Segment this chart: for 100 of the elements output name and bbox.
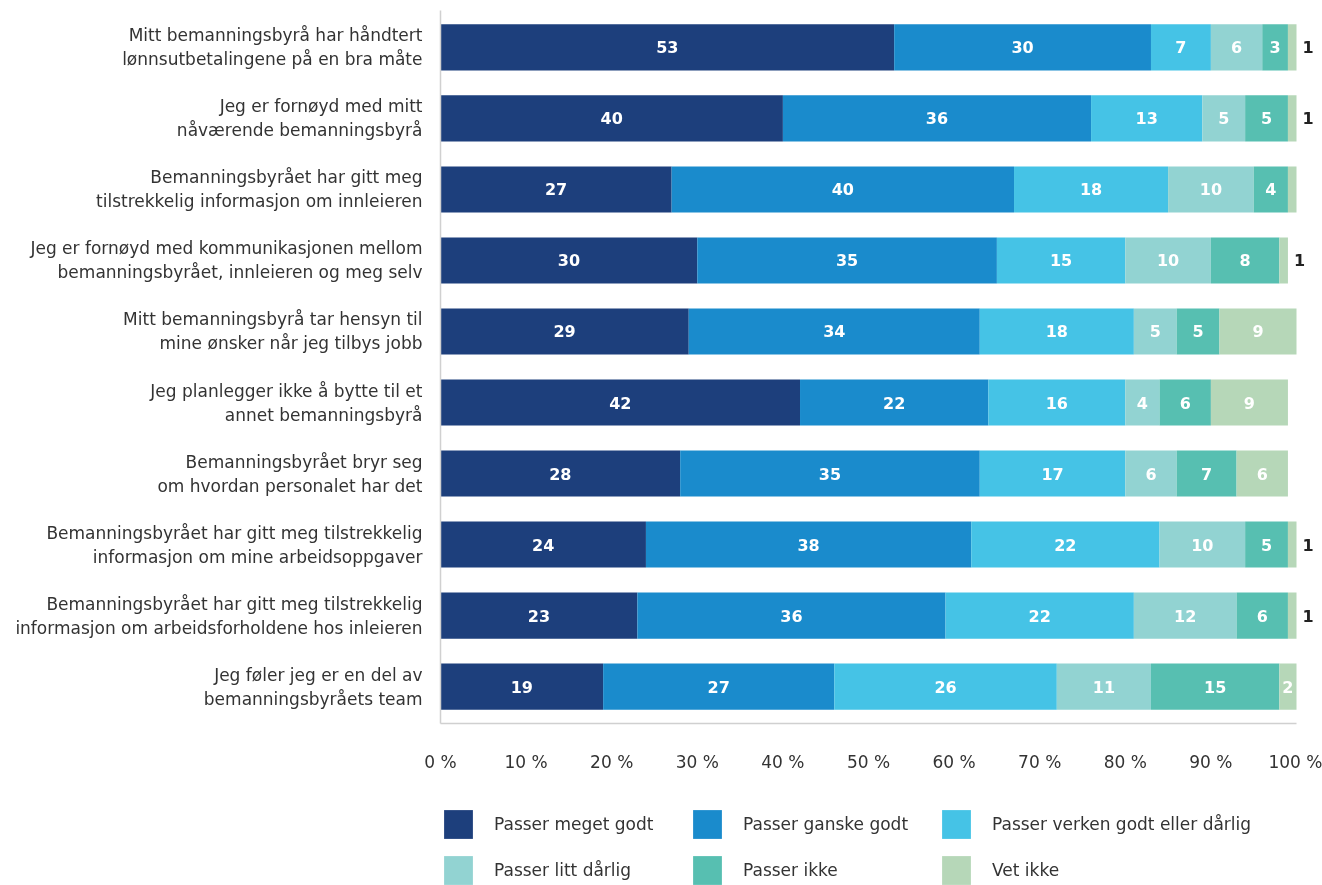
bar [671, 166, 1015, 213]
x-tick-label: 10 % [504, 751, 548, 772]
bar [1210, 237, 1280, 284]
data-label: 9 [1243, 393, 1255, 413]
legend-label: Passer ganske godt [743, 814, 910, 834]
bar [440, 24, 895, 71]
data-label: 6 [1256, 464, 1268, 484]
data-label: 40 [831, 180, 854, 200]
data-label: 4 [1265, 180, 1277, 200]
bar [1287, 166, 1297, 213]
bar [1176, 450, 1237, 497]
bar [688, 308, 980, 355]
data-label: 35 [818, 464, 842, 484]
data-label: 22 [883, 393, 906, 413]
data-label: 24 [532, 535, 555, 555]
data-label: 1 [1293, 251, 1306, 271]
data-label: 5 [1192, 322, 1204, 342]
bar [945, 592, 1134, 639]
data-label: 38 [797, 535, 820, 555]
bar [782, 95, 1092, 142]
bar [1253, 166, 1288, 213]
x-tick-label: 70 % [1018, 751, 1062, 772]
data-label: 18 [1045, 322, 1068, 342]
bar [645, 521, 972, 568]
bar [637, 592, 946, 639]
bar [1219, 308, 1297, 355]
bar [1125, 450, 1177, 497]
data-label: 8 [1239, 251, 1251, 271]
bar [1236, 592, 1288, 639]
y-tick-label: Jeg planlegger ikke å bytte til et annet bemanningsbyrå [149, 380, 423, 425]
x-tick-label: 80 % [1103, 751, 1147, 772]
y-tick-label: Bemanningsbyrået har gitt meg tilstrekkelig informasjon om arbeidsforholdene hos inleieren [15, 593, 423, 638]
bar [1287, 95, 1297, 142]
bar [1056, 663, 1151, 710]
bar [1014, 166, 1169, 213]
data-label: 22 [1028, 606, 1051, 626]
data-label: 7 [1175, 38, 1187, 58]
y-tick-label: Bemanningsbyrået bryr seg om hvordan personalet har det [157, 451, 423, 496]
data-label: 18 [1079, 180, 1103, 200]
legend-label: Passer verken godt eller dårlig [992, 814, 1252, 834]
bar [1133, 308, 1177, 355]
bar [440, 592, 638, 639]
legend-label: Vet ikke [992, 860, 1061, 880]
data-label: 1 [1302, 109, 1314, 129]
data-label: 6 [1145, 464, 1157, 484]
bar [1150, 24, 1211, 71]
data-label: 16 [1045, 393, 1068, 413]
bar [440, 166, 672, 213]
x-tick-label: 20 % [590, 751, 634, 772]
data-label: 34 [823, 322, 846, 342]
bar [1210, 24, 1263, 71]
data-label: 22 [1054, 535, 1077, 555]
data-label: 30 [557, 251, 581, 271]
bar [1287, 24, 1297, 71]
bar [680, 450, 980, 497]
bar [1287, 592, 1297, 639]
bar [979, 450, 1126, 497]
bar [1262, 24, 1288, 71]
data-label: 28 [549, 464, 572, 484]
data-label: 1 [1302, 38, 1314, 58]
data-label: 30 [1011, 38, 1034, 58]
bar [1245, 95, 1288, 142]
data-label: 6 [1179, 393, 1191, 413]
data-label: 27 [544, 180, 568, 200]
bar [440, 95, 783, 142]
bar [996, 237, 1126, 284]
data-label: 17 [1041, 464, 1064, 484]
bar [1159, 521, 1246, 568]
data-label: 40 [600, 109, 623, 129]
data-label: 5 [1260, 535, 1273, 555]
data-label: 35 [835, 251, 859, 271]
data-label: 9 [1252, 322, 1264, 342]
bar [1210, 379, 1288, 426]
bar [1287, 521, 1297, 568]
bar [1279, 237, 1288, 284]
bar [440, 450, 681, 497]
x-tick-label: 60 % [932, 751, 976, 772]
data-label: 19 [510, 677, 533, 697]
data-label: 27 [707, 677, 730, 697]
data-label: 36 [780, 606, 803, 626]
legend-label: Passer ikke [743, 860, 839, 880]
bar [800, 379, 989, 426]
bar [1091, 95, 1203, 142]
bar [1236, 450, 1288, 497]
bar [988, 379, 1126, 426]
data-label: 6 [1256, 606, 1268, 626]
data-label: 10 [1191, 535, 1214, 555]
bar [1245, 521, 1288, 568]
data-label: 1 [1302, 535, 1314, 555]
data-label: 4 [1136, 393, 1148, 413]
data-label: 29 [553, 322, 576, 342]
bar [1133, 592, 1237, 639]
data-label: 1 [1302, 606, 1314, 626]
bar [834, 663, 1057, 710]
bar [603, 663, 835, 710]
y-tick-label: Bemanningsbyrået har gitt meg tilstrekkelig informasjon om innleieren [96, 167, 423, 212]
x-tick-label: 100 % [1268, 751, 1322, 772]
data-label: 15 [1049, 251, 1073, 271]
y-tick-label: Jeg føler jeg er en del av bemanningsbyråets team [203, 664, 423, 709]
bar [440, 237, 698, 284]
